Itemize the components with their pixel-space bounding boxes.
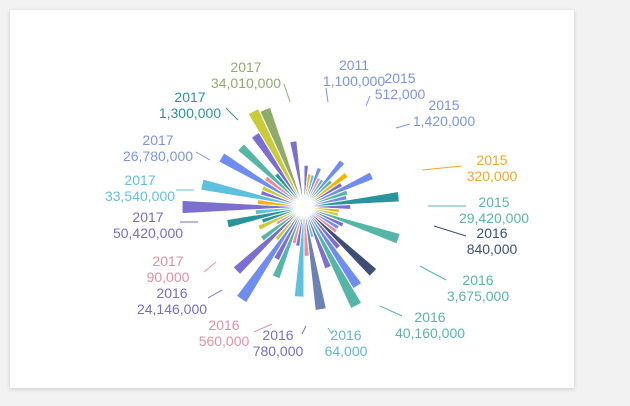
slice-label-value: 840,000: [467, 241, 518, 257]
slice-label-year: 2017: [132, 209, 163, 225]
slice-label-year: 2015: [476, 152, 507, 168]
pie-slice[interactable]: [303, 190, 400, 208]
slice-label: 2016 40,160,000: [395, 309, 465, 341]
pie-slice[interactable]: [303, 171, 349, 208]
slice-label: 2017 33,540,000: [105, 172, 175, 204]
slice-label-value: 780,000: [253, 343, 304, 359]
pie-slice[interactable]: [181, 199, 305, 215]
pie-slice[interactable]: [303, 159, 346, 208]
slice-label-value: 40,160,000: [395, 325, 465, 341]
slice-label: 2017 50,420,000: [113, 209, 183, 241]
slice-label-year: 2016: [156, 285, 187, 301]
label-leader-line: [421, 165, 463, 171]
slice-label-value: 560,000: [199, 333, 250, 349]
slice-label-year: 2016: [414, 309, 445, 325]
slice-label-value: 512,000: [375, 86, 426, 102]
label-leader-line: [283, 83, 291, 103]
slice-label-year: 2015: [478, 194, 509, 210]
chart-card: 2011 1,100,000 2015 512,000 2015 1,420,000 201…: [10, 10, 574, 388]
label-leader-line: [203, 261, 217, 273]
slice-label-year: 2015: [384, 70, 415, 86]
pie-slice[interactable]: [247, 107, 305, 208]
slice-label-year: 2017: [124, 172, 155, 188]
slice-label: 2015 1,420,000: [413, 97, 475, 129]
slice-label: 2016 840,000: [467, 225, 518, 257]
slice-label-year: 2016: [208, 317, 239, 333]
slice-label: 2016 560,000: [199, 317, 250, 349]
pie-slice[interactable]: [303, 206, 333, 270]
slice-label-year: 2011: [339, 57, 369, 73]
pie-slice[interactable]: [303, 206, 327, 311]
label-leader-line: [365, 95, 371, 107]
slice-label: 2017 34,010,000: [211, 59, 281, 91]
pie-slice[interactable]: [257, 206, 305, 231]
pie-slice[interactable]: [298, 159, 305, 208]
slice-label: 2015 320,000: [467, 152, 518, 184]
slice-label: 2015 512,000: [375, 70, 426, 102]
label-leader-line: [395, 123, 411, 129]
pie-slice[interactable]: [218, 152, 305, 208]
slice-label-year: 2015: [428, 97, 459, 113]
slice-label: 2015 29,420,000: [459, 194, 529, 226]
pie-slice[interactable]: [235, 206, 305, 304]
slice-label-year: 2017: [142, 132, 173, 148]
pie-slice[interactable]: [259, 206, 305, 242]
label-leader-line: [419, 265, 447, 281]
label-leader-line: [327, 327, 333, 335]
label-leader-line: [433, 225, 467, 237]
slice-label-value: 90,000: [147, 269, 190, 285]
slice-label-value: 34,010,000: [211, 75, 281, 91]
pie-slice[interactable]: [289, 140, 305, 208]
slice-label: 2017 1,300,000: [159, 89, 221, 121]
slice-label-value: 26,780,000: [123, 148, 193, 164]
slice-label: 2016 24,146,000: [137, 285, 207, 317]
slice-label-value: 320,000: [467, 168, 518, 184]
slice-label-value: 64,000: [325, 343, 368, 359]
label-leader-line: [225, 107, 239, 121]
label-leader-line: [207, 289, 223, 299]
slice-label-value: 24,146,000: [137, 301, 207, 317]
label-leader-line: [253, 323, 273, 333]
slice-label-year: 2017: [230, 59, 261, 75]
slice-label: 2016 3,675,000: [447, 272, 509, 304]
pie-slice[interactable]: [303, 171, 375, 208]
pie-slice[interactable]: [259, 106, 305, 208]
slice-label-value: 1,100,000: [323, 73, 385, 89]
slice-label: 2017 26,780,000: [123, 132, 193, 164]
pie-slice[interactable]: [303, 206, 363, 310]
slice-label-value: 1,300,000: [159, 105, 221, 121]
slice-label: 2011 1,100,000: [323, 57, 385, 89]
slice-label: 2017 90,000: [147, 253, 190, 285]
slice-label: 2016 780,000: [253, 327, 304, 359]
slice-label-year: 2016: [330, 327, 361, 343]
pie-slice[interactable]: [232, 206, 305, 276]
slice-label-year: 2016: [476, 225, 507, 241]
slice-label-value: 33,540,000: [105, 188, 175, 204]
pie-slice[interactable]: [226, 206, 305, 229]
pie-slice[interactable]: [303, 206, 378, 278]
label-leader-line: [301, 325, 307, 335]
slice-label-value: 1,420,000: [413, 113, 475, 129]
slice-label-value: 3,675,000: [447, 288, 509, 304]
slice-label-year: 2017: [152, 253, 183, 269]
label-leader-line: [379, 305, 403, 317]
pie-slice[interactable]: [236, 142, 305, 208]
label-leader-line: [195, 151, 211, 161]
slice-label-year: 2016: [462, 272, 493, 288]
slice-label-value: 50,420,000: [113, 225, 183, 241]
slice-label-year: 2017: [174, 89, 205, 105]
pie-slice[interactable]: [303, 203, 352, 211]
slice-label-year: 2016: [262, 327, 293, 343]
slice-label: 2016 64,000: [325, 327, 368, 359]
pie-slice[interactable]: [303, 189, 349, 208]
label-leader-line: [325, 87, 329, 103]
slice-label-value: 29,420,000: [459, 210, 529, 226]
